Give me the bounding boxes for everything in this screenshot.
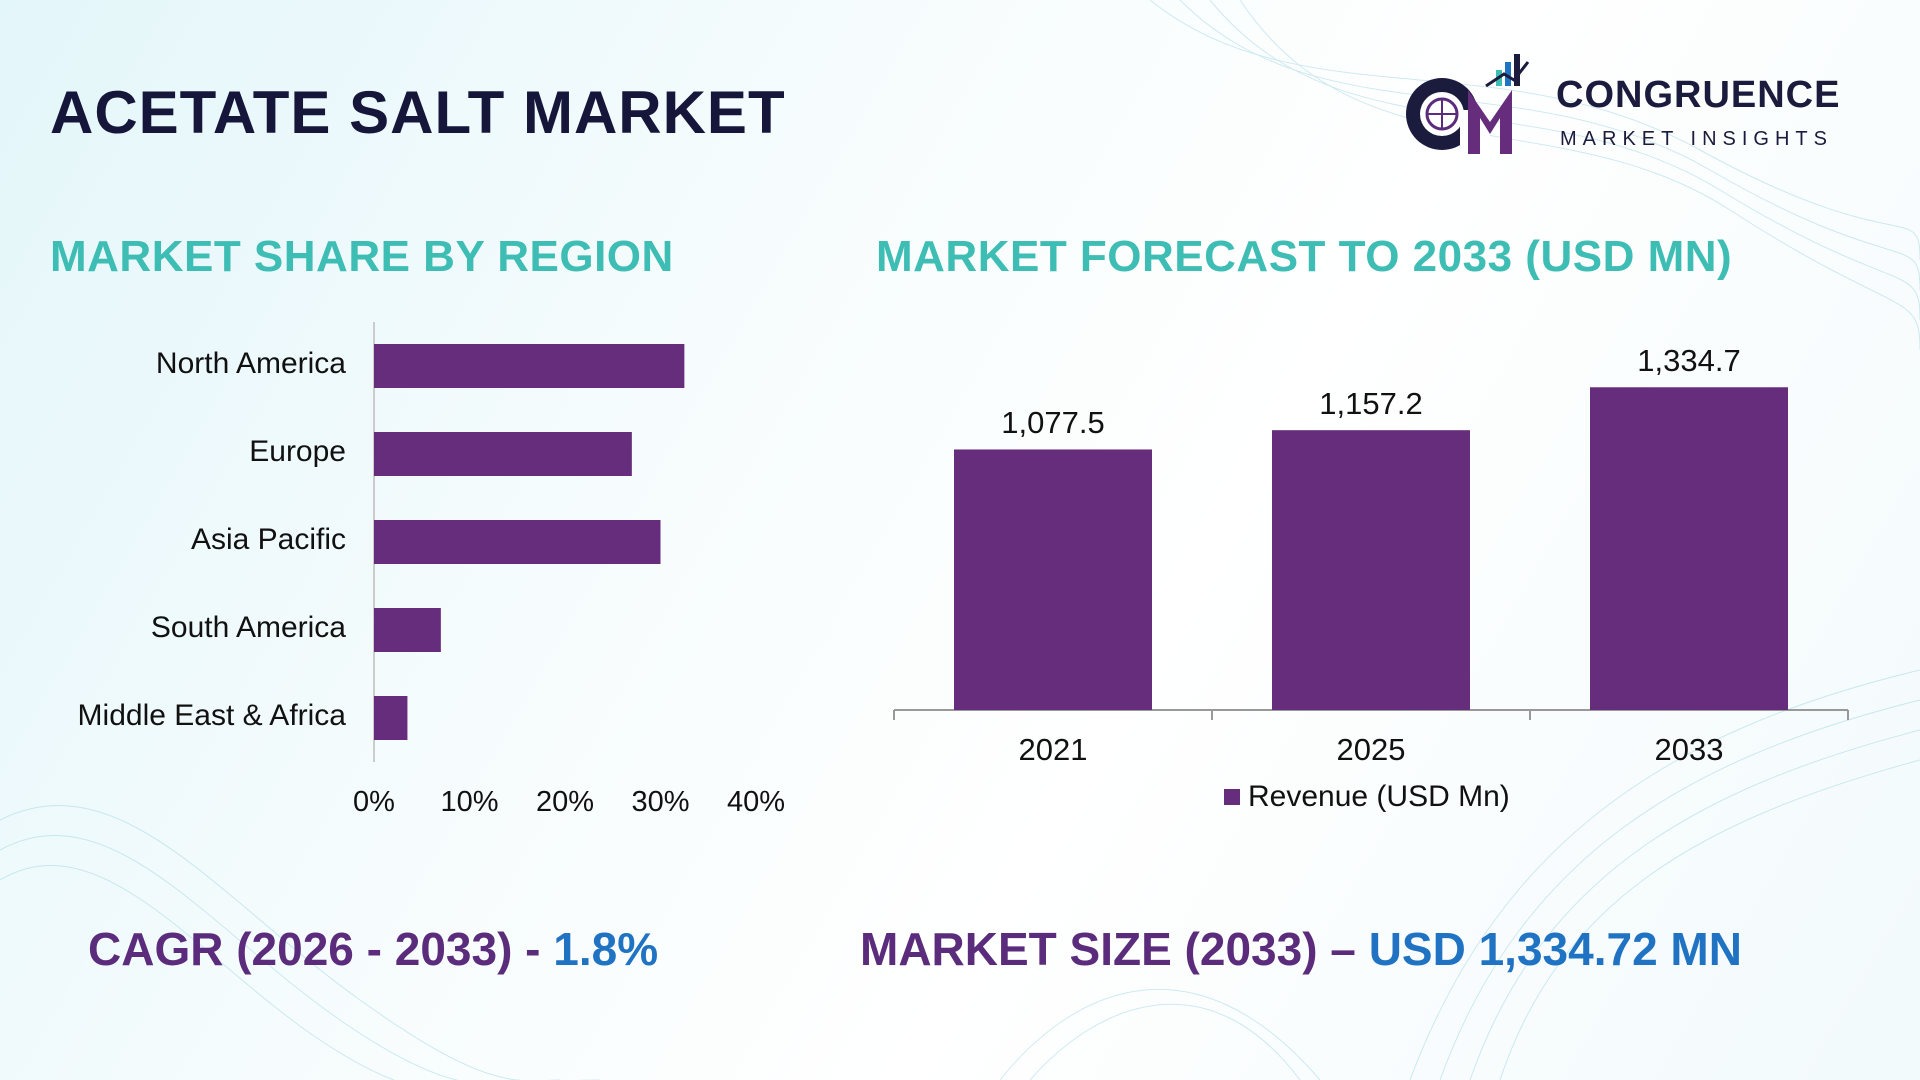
region-label: Europe (249, 435, 346, 468)
forecast-year-label: 2033 (1654, 732, 1724, 767)
legend-swatch (1224, 789, 1240, 805)
cagr-label: CAGR (2026 - 2033) - (88, 923, 554, 975)
region-x-tick-label: 30% (631, 786, 690, 818)
region-x-tick-label: 20% (535, 786, 595, 818)
market-size-label: MARKET SIZE (2033) – (860, 923, 1369, 975)
market-size-value: USD 1,334.72 MN (1368, 923, 1742, 975)
region-bar (374, 520, 661, 564)
region-label: Middle East & Africa (77, 699, 346, 732)
forecast-value-label: 1,157.2 (1319, 386, 1423, 422)
region-label: South America (150, 611, 346, 644)
region-label: North America (155, 347, 346, 380)
forecast-year-label: 2025 (1336, 732, 1406, 767)
page-title: ACETATE SALT MARKET (50, 79, 786, 146)
legend-label: Revenue (USD Mn) (1248, 780, 1510, 813)
region-bar (374, 432, 632, 476)
forecast-value-label: 1,077.5 (1001, 405, 1105, 441)
forecast-legend: Revenue (USD Mn) (1224, 780, 1510, 814)
forecast-bar (954, 449, 1152, 710)
logo: CONGRUENCE MARKET INSIGHTS (1400, 52, 1870, 162)
logo-subtitle: MARKET INSIGHTS (1560, 128, 1833, 150)
forecast-year-label: 2021 (1018, 732, 1088, 767)
region-label: Asia Pacific (190, 523, 346, 556)
region-x-tick-label: 40% (726, 786, 786, 818)
region-bar (374, 344, 685, 388)
cagr-stat: CAGR (2026 - 2033) - 1.8% (88, 922, 658, 976)
region-x-tick-label: 0% (353, 786, 395, 818)
logo-name: CONGRUENCE (1556, 74, 1841, 116)
region-bar (374, 608, 441, 652)
forecast-bar (1590, 387, 1788, 710)
market-size-stat: MARKET SIZE (2033) – USD 1,334.72 MN (860, 922, 1742, 976)
forecast-bar (1272, 430, 1470, 710)
forecast-value-label: 1,334.7 (1637, 343, 1741, 379)
region-x-tick-label: 10% (440, 786, 499, 818)
region-chart-title: MARKET SHARE BY REGION (50, 232, 674, 281)
forecast-chart-title: MARKET FORECAST TO 2033 (USD MN) (876, 232, 1733, 281)
cagr-value: 1.8% (553, 923, 659, 975)
congruence-logo-icon (1406, 54, 1530, 156)
region-bar (374, 696, 408, 740)
